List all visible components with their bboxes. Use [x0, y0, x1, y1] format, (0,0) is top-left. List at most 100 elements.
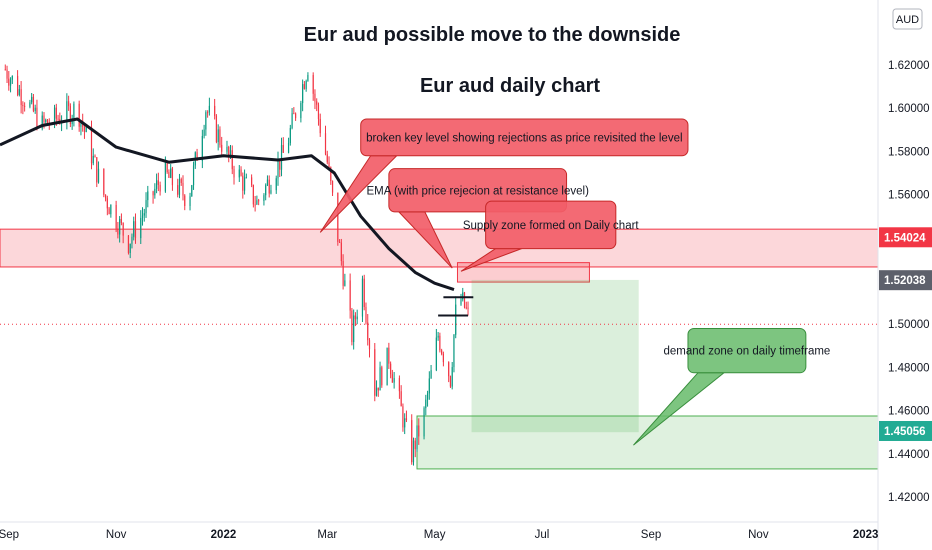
price-badge: 1.54024	[879, 227, 932, 248]
candle-body	[307, 75, 309, 81]
zone-demand-zone[interactable]	[416, 415, 879, 470]
candle-body	[80, 121, 82, 127]
candle-body	[152, 191, 154, 196]
y-tick-label: 1.48000	[888, 362, 930, 374]
y-tick-label: 1.50000	[888, 319, 930, 331]
y-tick-label: 1.46000	[888, 406, 930, 418]
annotations-layer: broken key level showing rejections as p…	[319, 118, 830, 446]
candle-body	[252, 184, 254, 205]
ema-line[interactable]	[0, 117, 455, 292]
candle-body	[277, 159, 279, 179]
candle-body	[312, 75, 314, 94]
x-tick-label: Sep	[641, 529, 661, 541]
candle-body	[258, 200, 260, 202]
candle-body	[11, 75, 13, 80]
candle-body	[157, 180, 159, 185]
currency-button[interactable]: AUD	[892, 8, 923, 30]
candle-body	[214, 105, 216, 116]
candle-body	[275, 178, 277, 191]
candle-body	[293, 113, 295, 115]
candle-body	[442, 354, 444, 363]
candle-body	[326, 154, 328, 163]
candle-body	[117, 228, 119, 235]
candle-body	[291, 113, 293, 129]
candle-body	[94, 155, 96, 158]
candle-body	[228, 146, 230, 157]
candle-body	[377, 387, 379, 391]
candle-body	[393, 378, 395, 383]
candle-body	[145, 200, 147, 214]
candle-body	[170, 168, 172, 178]
time-axis[interactable]: Sep Nov 2022 Mar May Jul Sep Nov 2023	[0, 521, 878, 541]
zone-target[interactable]	[471, 279, 639, 433]
candle-body	[300, 103, 302, 119]
candle-body	[22, 105, 24, 107]
candle-body	[24, 105, 26, 107]
candle-body	[131, 236, 133, 244]
price-badge-label: 1.52038	[884, 275, 926, 287]
candle-body	[287, 143, 290, 153]
candle-body	[418, 425, 420, 437]
candle-body	[133, 221, 135, 237]
candle-body	[390, 363, 392, 375]
candle-body	[386, 347, 388, 386]
candle-body	[31, 96, 33, 103]
candle-body	[303, 84, 305, 89]
candle-body	[342, 261, 344, 286]
candle-body	[231, 150, 233, 170]
candle-body	[405, 418, 408, 421]
candles-layer	[4, 64, 469, 466]
candle-body	[330, 167, 332, 181]
candle-body	[402, 406, 404, 428]
callout[interactable]: broken key level showing rejections as p…	[319, 118, 689, 233]
candle-body	[192, 165, 195, 186]
candle-body	[374, 349, 376, 396]
candle-body	[340, 242, 342, 262]
candle-body	[57, 118, 59, 120]
candle-body	[20, 89, 22, 106]
candle-body	[147, 191, 149, 201]
candle-body	[435, 337, 437, 371]
candle-body	[97, 168, 100, 183]
x-tick-label: Nov	[106, 529, 127, 541]
candle-body	[294, 113, 297, 119]
candle-body	[36, 107, 38, 129]
candle-body	[110, 204, 112, 215]
callout[interactable]: demand zone on daily timeframe	[633, 328, 830, 446]
candle-body	[463, 292, 466, 308]
candle-body	[115, 204, 117, 229]
candle-body	[229, 150, 232, 157]
candle-body	[400, 391, 402, 407]
candle-body	[270, 190, 272, 194]
candle-body	[78, 103, 80, 127]
candle-body	[365, 307, 367, 323]
candle-body	[16, 75, 19, 95]
callout-box	[687, 328, 807, 374]
y-tick-label: 1.62000	[888, 60, 930, 72]
candle-body	[367, 322, 369, 341]
candle-body	[43, 115, 45, 122]
ema-layer	[0, 117, 455, 292]
candle-body	[233, 169, 235, 178]
candle-body	[314, 93, 316, 102]
candle-body	[453, 334, 455, 368]
zone-supply-zone[interactable]	[456, 262, 590, 283]
candle-body	[9, 79, 12, 86]
candle-body	[122, 222, 124, 236]
candle-body	[451, 367, 453, 387]
callout[interactable]: Supply zone formed on Daily chart	[460, 200, 639, 272]
candle-body	[375, 387, 378, 396]
candle-body	[32, 96, 35, 111]
x-tick-label: Nov	[748, 529, 769, 541]
candle-body	[368, 340, 371, 350]
candle-body	[226, 146, 228, 152]
candle-body	[243, 177, 246, 191]
candle-body	[305, 80, 307, 89]
candle-body	[460, 299, 462, 305]
candle-body	[240, 169, 242, 176]
candle-body	[353, 315, 355, 343]
candle-body	[203, 129, 205, 137]
candle-body	[85, 126, 87, 133]
